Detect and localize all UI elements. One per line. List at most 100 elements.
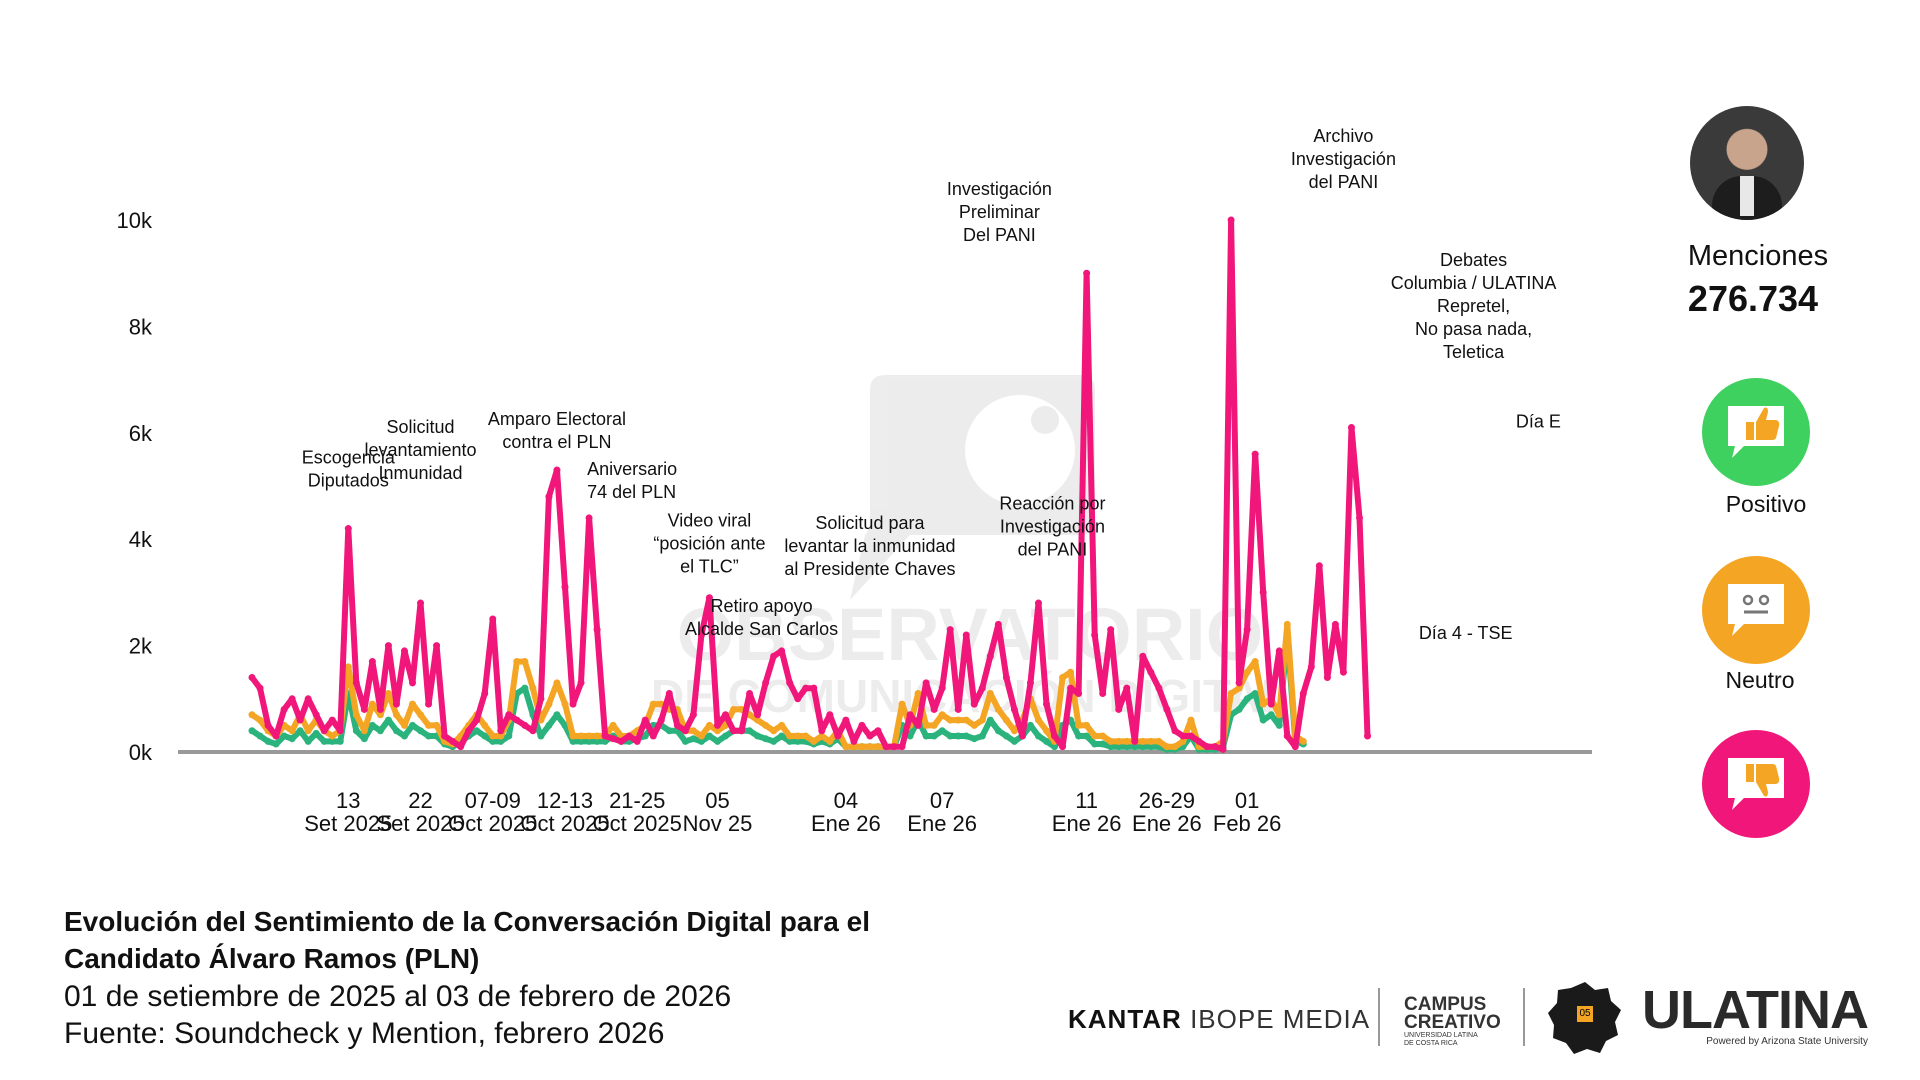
data-point-positivo (778, 732, 786, 740)
data-point-positivo (376, 727, 384, 735)
data-point-neutro (1171, 743, 1179, 751)
data-point-negativo (1026, 679, 1034, 687)
data-point-neutro (1067, 668, 1075, 676)
data-point-neutro (794, 732, 802, 740)
data-point-neutro (713, 727, 721, 735)
data-point-negativo (1123, 684, 1131, 692)
data-point-neutro (585, 732, 593, 740)
data-point-neutro (866, 743, 874, 751)
mentions-value: 276.734 (1687, 278, 1819, 319)
campus-line2: CREATIVO (1404, 1012, 1501, 1033)
data-point-negativo (1187, 732, 1195, 740)
data-point-negativo (1002, 674, 1010, 682)
data-point-negativo (312, 711, 320, 719)
data-point-positivo (561, 721, 569, 729)
data-point-negativo (545, 493, 553, 501)
data-point-neutro (368, 700, 376, 708)
data-point-positivo (1034, 732, 1042, 740)
data-point-negativo (1131, 737, 1139, 745)
data-point-negativo (1018, 732, 1026, 740)
data-point-neutro (521, 658, 529, 666)
data-point-neutro (802, 732, 810, 740)
data-point-neutro (1123, 737, 1131, 745)
data-point-negativo (1139, 652, 1147, 660)
campus-sub2: DE COSTA RICA (1404, 1040, 1458, 1047)
data-point-negativo (665, 689, 673, 697)
data-point-positivo (1083, 732, 1091, 740)
data-point-neutro (537, 716, 545, 724)
data-point-negativo (625, 732, 633, 740)
data-point-neutro (417, 711, 425, 719)
data-point-neutro (481, 721, 489, 729)
data-point-neutro (818, 732, 826, 740)
data-point-neutro (914, 689, 922, 697)
data-point-negativo (1243, 626, 1251, 634)
data-point-positivo (665, 727, 673, 735)
data-point-negativo (970, 700, 978, 708)
data-point-positivo (1267, 711, 1275, 719)
data-point-positivo (1235, 705, 1243, 713)
data-point-neutro (1099, 732, 1107, 740)
data-point-negativo (778, 647, 786, 655)
data-point-positivo (946, 732, 954, 740)
data-point-neutro (689, 727, 697, 735)
data-point-negativo (1283, 732, 1291, 740)
data-point-positivo (384, 716, 392, 724)
data-point-positivo (1099, 740, 1107, 748)
data-point-neutro (778, 721, 786, 729)
data-point-negativo (513, 716, 521, 724)
data-point-negativo (762, 679, 770, 687)
data-point-negativo (730, 727, 738, 735)
data-point-neutro (1235, 684, 1243, 692)
kantar-text: KANTAR (1068, 1004, 1182, 1034)
data-point-negativo (280, 705, 288, 713)
data-point-neutro (256, 716, 264, 724)
data-point-positivo (489, 737, 497, 745)
data-point-negativo (850, 737, 858, 745)
data-point-positivo (417, 727, 425, 735)
data-point-positivo (553, 711, 561, 719)
badge-text: 05 (1579, 1008, 1591, 1019)
data-point-neutro (577, 732, 585, 740)
data-point-positivo (962, 732, 970, 740)
data-point-positivo (409, 721, 417, 729)
data-point-positivo (970, 735, 978, 743)
annotation-label: Solicitud para levantar la inmunidad al Pr… (784, 513, 955, 579)
kantar-logo: KANTAR IBOPE MEDIA (1068, 1004, 1370, 1035)
data-point-negativo (593, 626, 601, 634)
campus-sub1: UNIVERSIDAD LATINA (1404, 1032, 1478, 1039)
data-point-positivo (681, 737, 689, 745)
data-point-neutro (1139, 737, 1147, 745)
data-point-positivo (521, 684, 529, 692)
data-point-negativo (489, 615, 497, 623)
data-point-negativo (922, 679, 930, 687)
mentions-label: Menciones (1687, 240, 1829, 272)
data-point-neutro (842, 743, 850, 751)
data-point-positivo (1123, 743, 1131, 751)
data-point-negativo (898, 743, 906, 751)
annotation-label: Reacción por Investigación del PANI (999, 494, 1105, 560)
data-point-negativo (738, 727, 746, 735)
data-point-negativo (264, 721, 272, 729)
data-point-negativo (617, 737, 625, 745)
data-point-negativo (906, 711, 914, 719)
data-point-neutro (1243, 668, 1251, 676)
data-point-neutro (1163, 743, 1171, 751)
data-point-negativo (521, 721, 529, 729)
x-tick-label: 12-13 Oct 2025 (520, 788, 609, 836)
data-point-neutro (1179, 737, 1187, 745)
data-point-positivo (1275, 721, 1283, 729)
data-point-neutro (1275, 711, 1283, 719)
data-point-neutro (1115, 737, 1123, 745)
data-point-neutro (898, 700, 906, 708)
data-point-negativo (946, 626, 954, 634)
ibope-text: IBOPE MEDIA (1190, 1004, 1371, 1034)
annotation-label: Archivo Investigación del PANI (1291, 126, 1396, 192)
data-point-neutro (409, 700, 417, 708)
x-tick-label: 04 Ene 26 (811, 788, 881, 836)
data-point-positivo (256, 732, 264, 740)
data-point-positivo (296, 727, 304, 735)
data-point-neutro (1075, 721, 1083, 729)
x-tick-label: 22 Set 2025 (376, 788, 464, 836)
x-tick-label: 21-25 Oct 2025 (593, 788, 682, 836)
